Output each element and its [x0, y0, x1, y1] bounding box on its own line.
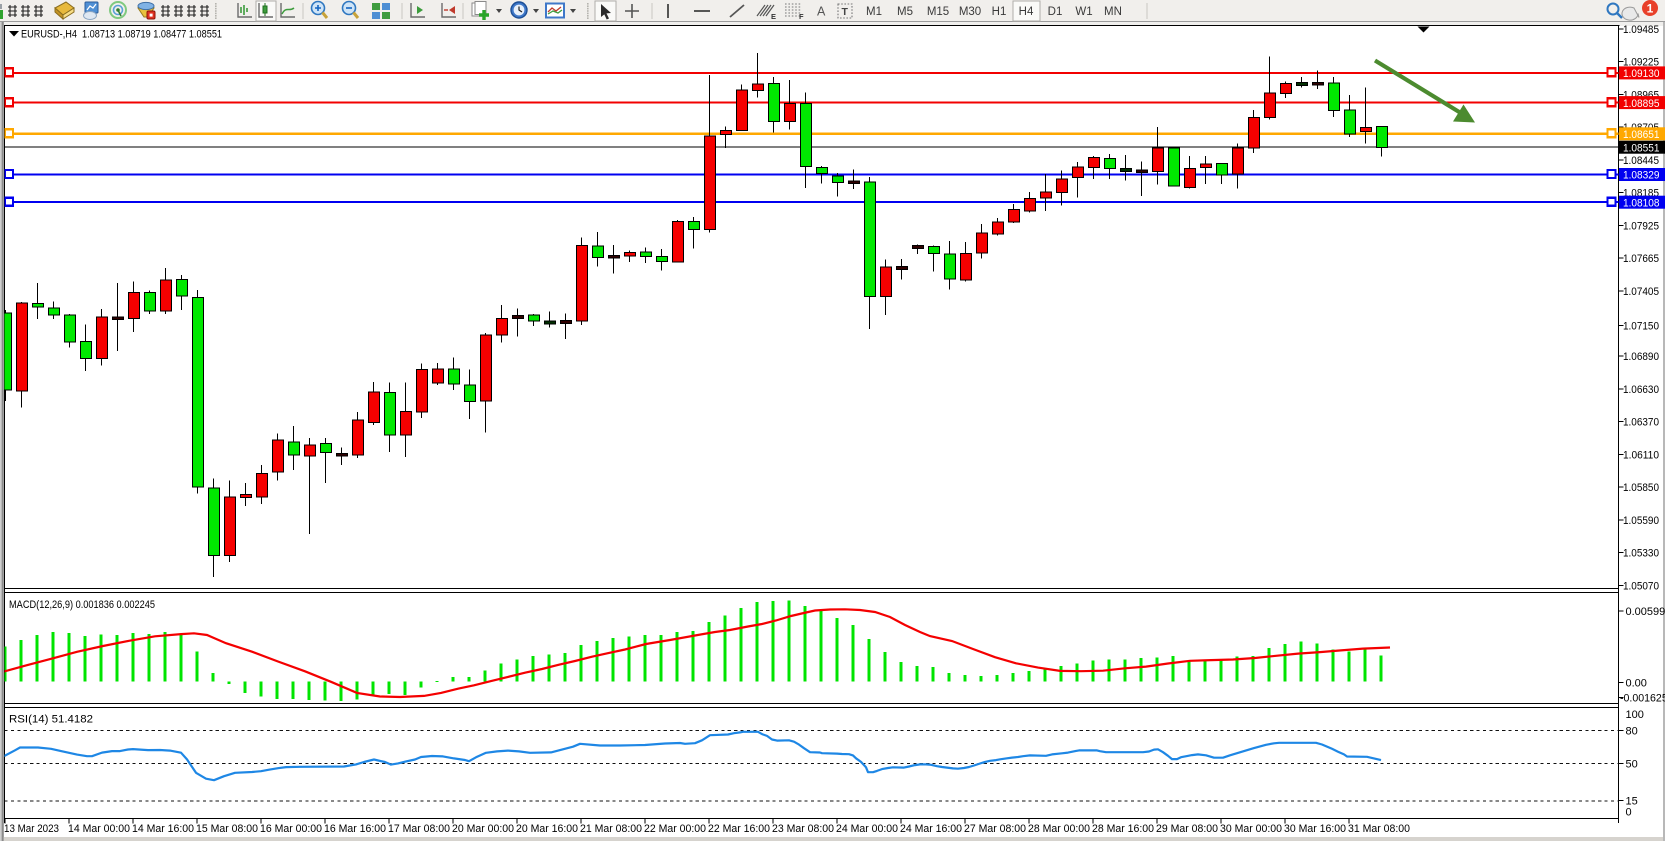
svg-text:1.08651: 1.08651	[1623, 129, 1660, 141]
svg-text:23 Mar 08:00: 23 Mar 08:00	[772, 823, 834, 835]
svg-text:1.06890: 1.06890	[1623, 351, 1659, 363]
svg-text:24 Mar 00:00: 24 Mar 00:00	[836, 823, 898, 835]
svg-text:1.06110: 1.06110	[1623, 450, 1659, 462]
svg-text:15 Mar 08:00: 15 Mar 08:00	[196, 823, 258, 835]
svg-text:14 Mar 00:00: 14 Mar 00:00	[68, 823, 130, 835]
svg-text:31 Mar 08:00: 31 Mar 08:00	[1348, 823, 1410, 835]
svg-text:1.05070: 1.05070	[1623, 581, 1659, 593]
svg-text:16 Mar 16:00: 16 Mar 16:00	[324, 823, 386, 835]
svg-text:22 Mar 00:00: 22 Mar 00:00	[644, 823, 706, 835]
svg-text:M15: M15	[927, 6, 949, 18]
svg-text:D1: D1	[1048, 6, 1063, 18]
svg-text:M1: M1	[866, 6, 882, 18]
svg-text:22 Mar 16:00: 22 Mar 16:00	[708, 823, 770, 835]
svg-text:1.08551: 1.08551	[1623, 142, 1660, 154]
svg-text:T: T	[842, 6, 849, 18]
svg-text:M30: M30	[959, 6, 981, 18]
svg-text:29 Mar 08:00: 29 Mar 08:00	[1156, 823, 1218, 835]
svg-text:1.08329: 1.08329	[1623, 170, 1660, 182]
svg-text:1.07665: 1.07665	[1623, 253, 1659, 265]
svg-text:14 Mar 16:00: 14 Mar 16:00	[132, 823, 194, 835]
svg-text:-0.001625: -0.001625	[1620, 692, 1665, 704]
svg-text:1.08445: 1.08445	[1623, 155, 1659, 167]
svg-text:1.05850: 1.05850	[1623, 482, 1659, 494]
svg-text:30 Mar 00:00: 30 Mar 00:00	[1220, 823, 1282, 835]
svg-text:MN: MN	[1104, 6, 1122, 18]
svg-text:1.08108: 1.08108	[1623, 197, 1660, 209]
svg-text:A: A	[817, 5, 826, 19]
svg-text:21 Mar 08:00: 21 Mar 08:00	[580, 823, 642, 835]
svg-text:16 Mar 00:00: 16 Mar 00:00	[260, 823, 322, 835]
svg-text:20 Mar 00:00: 20 Mar 00:00	[452, 823, 514, 835]
svg-text:20 Mar 16:00: 20 Mar 16:00	[516, 823, 578, 835]
svg-text:1.09130: 1.09130	[1623, 68, 1660, 80]
svg-text:MACD(12,26,9) 0.001836 0.00224: MACD(12,26,9) 0.001836 0.002245	[9, 599, 155, 611]
svg-text:W1: W1	[1075, 6, 1092, 18]
svg-text:E: E	[771, 12, 776, 21]
svg-text:28 Mar 16:00: 28 Mar 16:00	[1092, 823, 1154, 835]
svg-text:1.05590: 1.05590	[1623, 515, 1659, 527]
svg-text:1.05330: 1.05330	[1623, 548, 1659, 560]
svg-text:1.06630: 1.06630	[1623, 384, 1659, 396]
svg-text:24 Mar 16:00: 24 Mar 16:00	[900, 823, 962, 835]
svg-text:0.00: 0.00	[1626, 678, 1647, 690]
svg-text:0.00599: 0.00599	[1626, 606, 1665, 618]
svg-text:H1: H1	[992, 6, 1007, 18]
svg-text:1.07925: 1.07925	[1623, 220, 1659, 232]
svg-text:1.08895: 1.08895	[1623, 98, 1660, 110]
svg-text:1.07150: 1.07150	[1623, 320, 1659, 332]
svg-text:27 Mar 08:00: 27 Mar 08:00	[964, 823, 1026, 835]
svg-text:RSI(14) 51.4182: RSI(14) 51.4182	[9, 714, 93, 726]
svg-text:80: 80	[1626, 725, 1638, 737]
svg-text:13 Mar 2023: 13 Mar 2023	[4, 823, 59, 835]
svg-text:28 Mar 00:00: 28 Mar 00:00	[1028, 823, 1090, 835]
svg-text:M5: M5	[897, 6, 913, 18]
svg-text:F: F	[799, 12, 804, 21]
svg-text:0: 0	[1626, 807, 1632, 819]
svg-text:30 Mar 16:00: 30 Mar 16:00	[1284, 823, 1346, 835]
svg-text:H4: H4	[1019, 6, 1034, 18]
svg-text:EURUSD-,H4 1.08713 1.08719 1.: EURUSD-,H4 1.08713 1.08719 1.08477 1.085…	[21, 29, 222, 41]
svg-text:1.07405: 1.07405	[1623, 286, 1659, 298]
svg-text:17 Mar 08:00: 17 Mar 08:00	[388, 823, 450, 835]
svg-text:50: 50	[1626, 758, 1638, 770]
svg-text:1: 1	[1647, 2, 1654, 16]
svg-text:1.06370: 1.06370	[1623, 417, 1659, 429]
svg-text:100: 100	[1626, 709, 1644, 721]
